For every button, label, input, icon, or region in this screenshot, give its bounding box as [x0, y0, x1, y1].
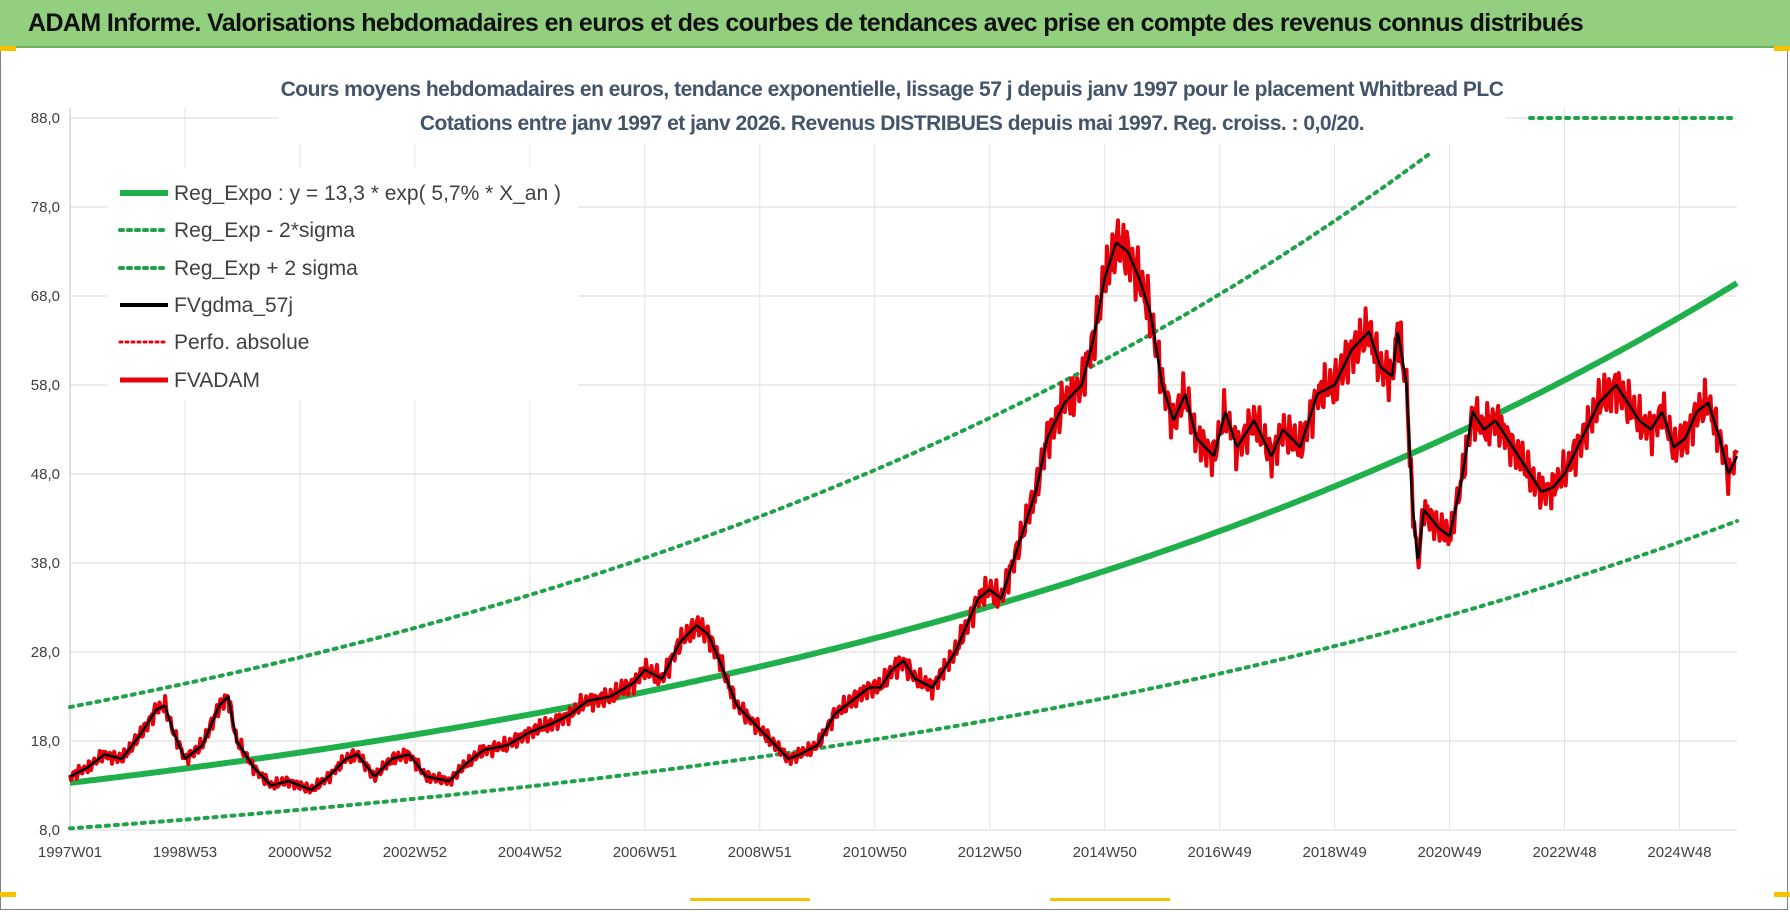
- x-tick-label: 2018W49: [1303, 844, 1367, 861]
- header-bar: ADAM Informe. Valorisations hebdomadaire…: [0, 0, 1790, 48]
- data-series: [68, 218, 1739, 795]
- bottom-highlight-right: [1050, 898, 1170, 901]
- legend-label-reg-minus: Reg_Exp - 2*sigma: [174, 219, 355, 242]
- legend-label-reg-plus: Reg_Exp + 2 sigma: [174, 257, 358, 280]
- corner-marker-bottom-right: [1774, 892, 1790, 897]
- x-tick-label: 1997W01: [38, 844, 102, 861]
- x-tick-label: 2006W51: [613, 844, 677, 861]
- series-reg-expo: [69, 280, 1739, 786]
- legend-label-fvgdma: FVgdma_57j: [174, 294, 293, 317]
- series-reg-minus-2sigma: [68, 519, 1739, 831]
- axis-labels: 88,0 78,0 68,0 58,0 48,0 38,0 28,0 18,0 8,0 1997W…: [31, 110, 1712, 861]
- legend: Reg_Expo : y = 13,3 * exp( 5,7% * X_an )…: [118, 182, 561, 392]
- corner-marker-top-left: [0, 46, 16, 51]
- series-reg-plus-2sigma: [68, 151, 1432, 710]
- page-title: ADAM Informe. Valorisations hebdomadaire…: [28, 9, 1584, 37]
- regression-bands: [68, 116, 1739, 831]
- x-tick-label: 2012W50: [958, 844, 1022, 861]
- legend-label-reg-expo: Reg_Expo : y = 13,3 * exp( 5,7% * X_an ): [174, 182, 561, 205]
- x-tick-label: 2004W52: [498, 844, 562, 861]
- x-tick-label: 2000W52: [268, 844, 332, 861]
- bottom-highlight-left: [690, 898, 810, 901]
- x-tick-label: 2024W48: [1647, 844, 1711, 861]
- y-tick-label: 18,0: [31, 733, 60, 750]
- x-tick-label: 2016W49: [1188, 844, 1252, 861]
- x-tick-label: 2022W48: [1532, 844, 1596, 861]
- y-tick-label: 8,0: [39, 822, 60, 839]
- x-tick-label: 2014W50: [1073, 844, 1137, 861]
- y-tick-label: 68,0: [31, 288, 60, 305]
- series-fvadam: [68, 218, 1739, 795]
- corner-marker-bottom-left: [0, 892, 16, 897]
- title-background: [278, 70, 1506, 144]
- y-tick-label: 38,0: [31, 555, 60, 572]
- x-tick-label: 2020W49: [1417, 844, 1481, 861]
- x-tick-label: 2002W52: [383, 844, 447, 861]
- legend-background: [108, 168, 578, 400]
- legend-label-fvadam: FVADAM: [174, 369, 260, 392]
- x-tick-label: 2010W50: [843, 844, 907, 861]
- y-tick-label: 78,0: [31, 199, 60, 216]
- y-tick-label: 28,0: [31, 644, 60, 661]
- series-fvgdma-57j: [69, 241, 1739, 792]
- legend-label-perfo: Perfo. absolue: [174, 331, 309, 354]
- corner-marker-top-right: [1774, 46, 1790, 51]
- chart-title-line2: Cotations entre janv 1997 et janv 2026. …: [420, 112, 1364, 135]
- x-tick-label: 1998W53: [153, 844, 217, 861]
- y-tick-label: 48,0: [31, 466, 60, 483]
- chart-title-line1: Cours moyens hebdomadaires en euros, ten…: [281, 78, 1504, 101]
- y-tick-label: 58,0: [31, 377, 60, 394]
- y-tick-label: 88,0: [31, 110, 60, 127]
- x-tick-label: 2008W51: [728, 844, 792, 861]
